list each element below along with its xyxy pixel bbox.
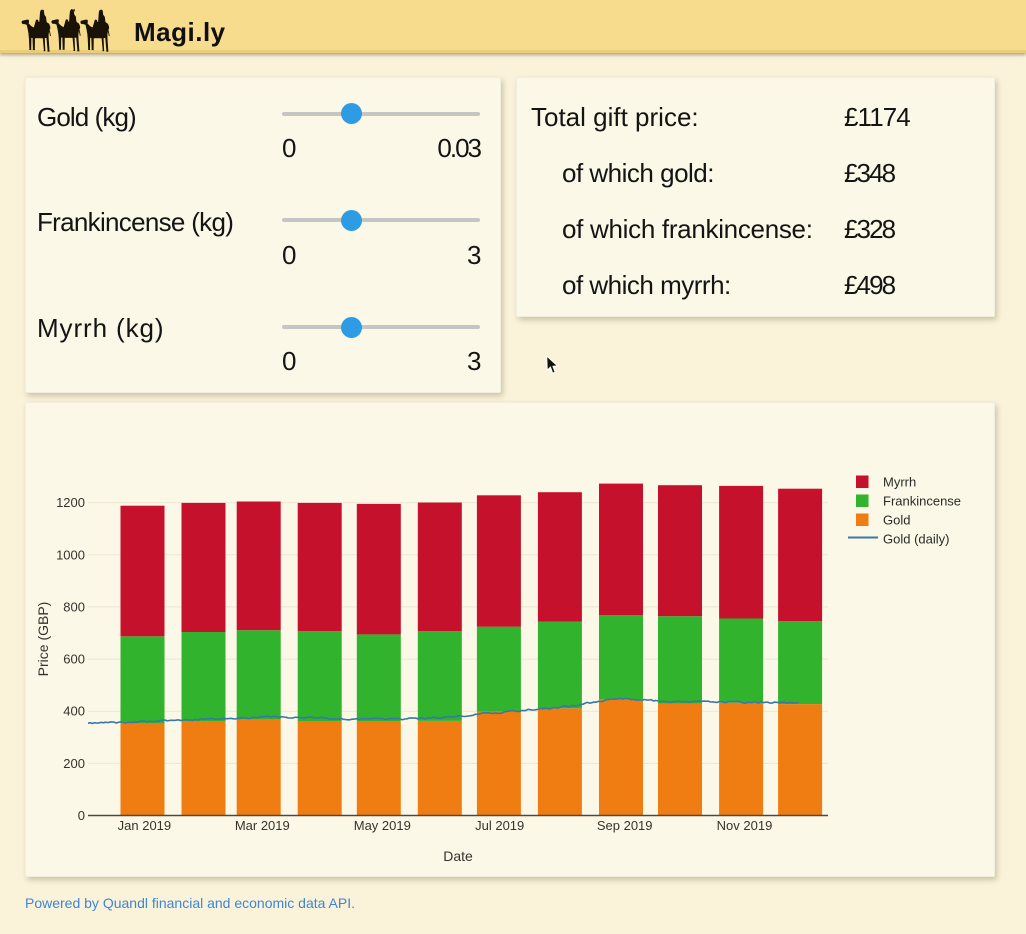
svg-text:Gold (daily): Gold (daily) <box>883 532 949 547</box>
svg-text:800: 800 <box>63 599 85 614</box>
svg-text:Price (GBP): Price (GBP) <box>35 602 51 677</box>
svg-text:Mar 2019: Mar 2019 <box>235 818 290 833</box>
svg-text:Myrrh: Myrrh <box>883 475 916 490</box>
svg-text:0: 0 <box>78 808 85 823</box>
svg-text:1200: 1200 <box>56 495 85 510</box>
svg-text:Jul 2019: Jul 2019 <box>475 818 524 833</box>
svg-text:600: 600 <box>63 652 85 667</box>
svg-text:May 2019: May 2019 <box>354 818 411 833</box>
svg-text:Date: Date <box>443 848 473 864</box>
svg-text:Frankincense: Frankincense <box>883 494 961 509</box>
svg-text:1000: 1000 <box>56 547 85 562</box>
svg-text:200: 200 <box>63 756 85 771</box>
svg-text:Gold: Gold <box>883 513 910 528</box>
svg-text:Jan 2019: Jan 2019 <box>118 818 172 833</box>
svg-text:Sep 2019: Sep 2019 <box>597 818 653 833</box>
svg-text:400: 400 <box>63 704 85 719</box>
svg-text:Nov 2019: Nov 2019 <box>717 818 773 833</box>
